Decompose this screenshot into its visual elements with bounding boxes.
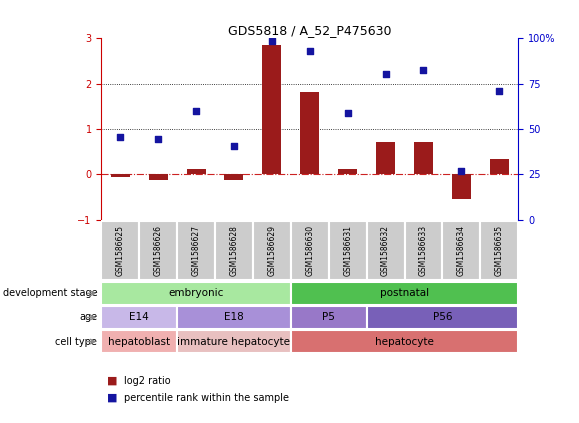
Bar bbox=[376, 142, 395, 175]
Text: immature hepatocyte: immature hepatocyte bbox=[178, 337, 291, 346]
Text: age: age bbox=[79, 313, 97, 322]
FancyBboxPatch shape bbox=[291, 306, 367, 329]
Text: hepatoblast: hepatoblast bbox=[108, 337, 170, 346]
FancyBboxPatch shape bbox=[101, 330, 177, 353]
Point bbox=[457, 168, 466, 174]
Text: postnatal: postnatal bbox=[380, 288, 429, 298]
FancyBboxPatch shape bbox=[367, 221, 405, 280]
FancyBboxPatch shape bbox=[177, 330, 291, 353]
Text: percentile rank within the sample: percentile rank within the sample bbox=[124, 393, 290, 403]
Bar bbox=[301, 92, 319, 175]
Point bbox=[192, 107, 201, 114]
Text: GSM1586627: GSM1586627 bbox=[192, 225, 200, 276]
Bar bbox=[186, 169, 206, 175]
Text: E14: E14 bbox=[129, 313, 149, 322]
FancyBboxPatch shape bbox=[101, 221, 139, 280]
FancyBboxPatch shape bbox=[215, 221, 253, 280]
Point bbox=[381, 70, 390, 77]
FancyBboxPatch shape bbox=[101, 306, 177, 329]
Text: hepatocyte: hepatocyte bbox=[375, 337, 434, 346]
FancyBboxPatch shape bbox=[442, 221, 481, 280]
Bar bbox=[262, 45, 281, 175]
FancyBboxPatch shape bbox=[405, 221, 442, 280]
FancyBboxPatch shape bbox=[291, 221, 329, 280]
Bar bbox=[225, 175, 243, 180]
Bar bbox=[338, 169, 357, 175]
Text: GSM1586629: GSM1586629 bbox=[267, 225, 276, 276]
Text: GSM1586628: GSM1586628 bbox=[229, 225, 239, 276]
Point bbox=[267, 38, 277, 45]
Point bbox=[116, 133, 125, 140]
Text: GSM1586635: GSM1586635 bbox=[495, 225, 504, 276]
Point bbox=[153, 136, 163, 143]
Text: GSM1586631: GSM1586631 bbox=[343, 225, 352, 276]
FancyBboxPatch shape bbox=[253, 221, 291, 280]
Point bbox=[494, 88, 504, 95]
Text: GSM1586633: GSM1586633 bbox=[419, 225, 428, 276]
Text: E18: E18 bbox=[224, 313, 244, 322]
Text: P56: P56 bbox=[433, 313, 452, 322]
FancyBboxPatch shape bbox=[481, 221, 518, 280]
Text: GSM1586626: GSM1586626 bbox=[153, 225, 163, 276]
Text: ■: ■ bbox=[107, 393, 118, 403]
Bar bbox=[111, 175, 130, 177]
Point bbox=[305, 47, 314, 54]
Bar bbox=[149, 175, 168, 180]
FancyBboxPatch shape bbox=[291, 330, 518, 353]
FancyBboxPatch shape bbox=[367, 306, 518, 329]
Text: embryonic: embryonic bbox=[168, 288, 223, 298]
Text: GSM1586625: GSM1586625 bbox=[116, 225, 124, 276]
FancyBboxPatch shape bbox=[177, 306, 291, 329]
FancyBboxPatch shape bbox=[329, 221, 367, 280]
Text: log2 ratio: log2 ratio bbox=[124, 376, 171, 386]
FancyBboxPatch shape bbox=[101, 282, 291, 305]
Title: GDS5818 / A_52_P475630: GDS5818 / A_52_P475630 bbox=[228, 24, 391, 37]
FancyBboxPatch shape bbox=[139, 221, 177, 280]
Text: development stage: development stage bbox=[2, 288, 97, 298]
Text: P5: P5 bbox=[323, 313, 335, 322]
Text: ■: ■ bbox=[107, 376, 118, 386]
Point bbox=[343, 110, 352, 116]
Bar bbox=[490, 159, 509, 175]
FancyBboxPatch shape bbox=[177, 221, 215, 280]
Text: GSM1586634: GSM1586634 bbox=[457, 225, 466, 276]
Text: GSM1586632: GSM1586632 bbox=[381, 225, 390, 276]
FancyBboxPatch shape bbox=[291, 282, 518, 305]
Point bbox=[229, 143, 239, 149]
Text: GSM1586630: GSM1586630 bbox=[305, 225, 314, 276]
Bar bbox=[414, 142, 433, 175]
Text: cell type: cell type bbox=[55, 337, 97, 346]
Bar bbox=[452, 175, 471, 200]
Point bbox=[419, 66, 428, 73]
